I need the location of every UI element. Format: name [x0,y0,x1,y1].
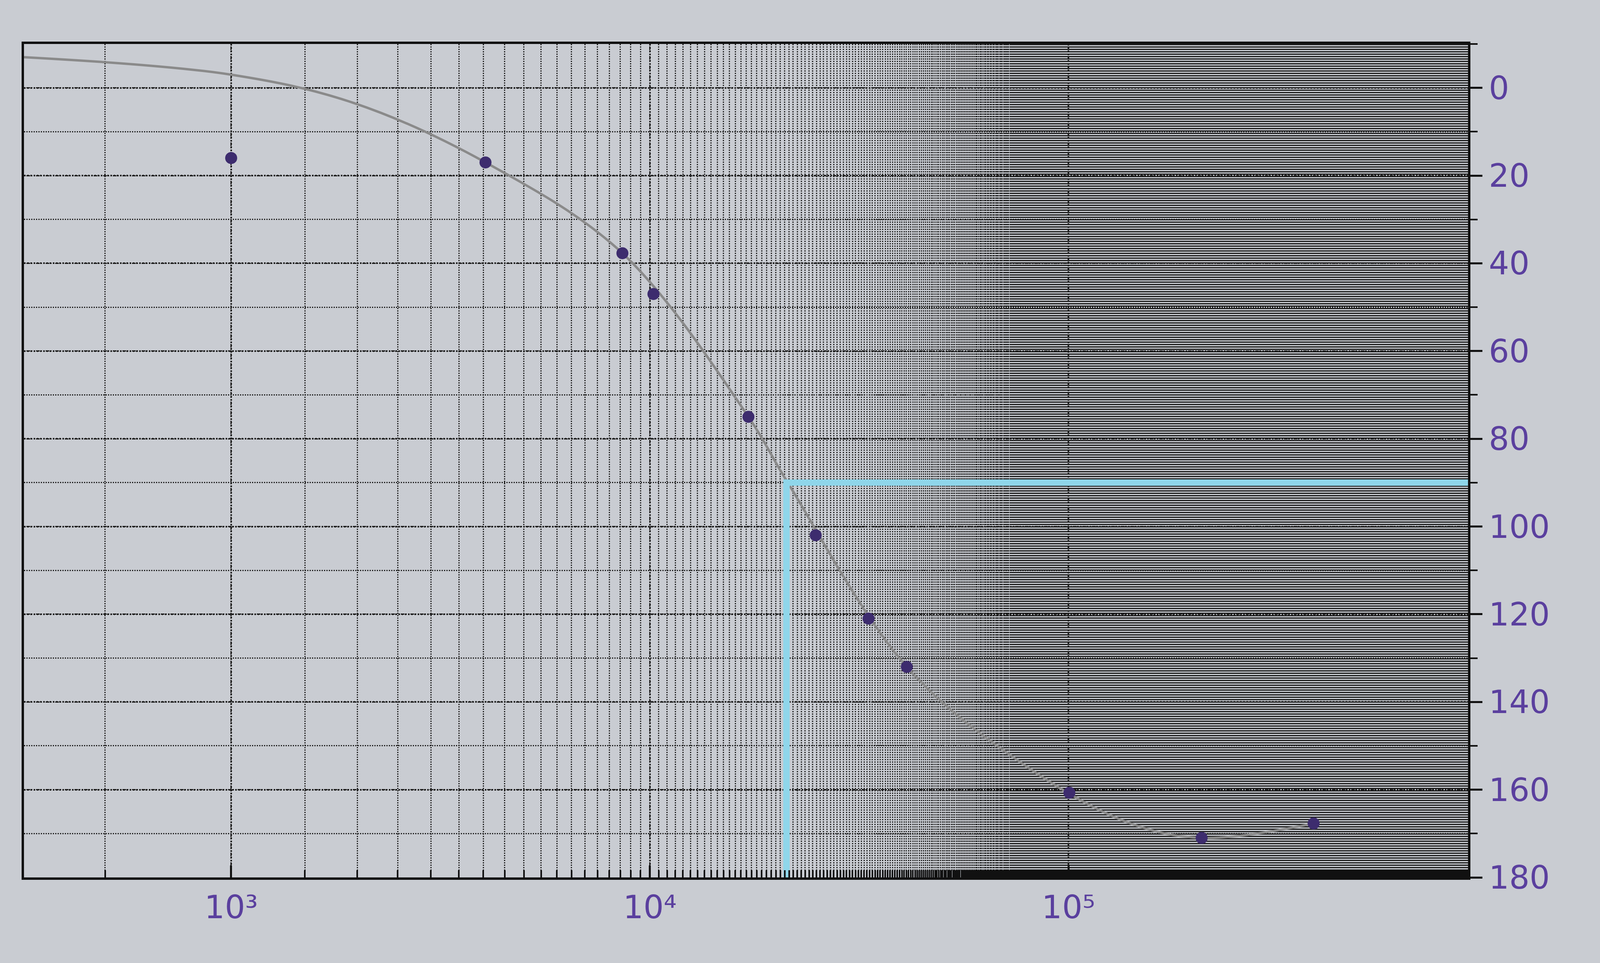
svg-text:180: 180 [1488,859,1550,897]
svg-text:40: 40 [1488,244,1530,282]
svg-text:0: 0 [1488,69,1510,107]
svg-text:10³: 10³ [204,888,258,926]
svg-text:160: 160 [1488,771,1550,809]
svg-text:80: 80 [1488,420,1530,458]
svg-text:10⁵: 10⁵ [1041,888,1096,926]
svg-text:60: 60 [1488,332,1530,370]
svg-text:100: 100 [1488,508,1550,546]
svg-text:140: 140 [1488,683,1550,721]
svg-text:20: 20 [1488,157,1530,195]
svg-text:10⁴: 10⁴ [623,888,677,926]
svg-text:120: 120 [1488,596,1550,634]
